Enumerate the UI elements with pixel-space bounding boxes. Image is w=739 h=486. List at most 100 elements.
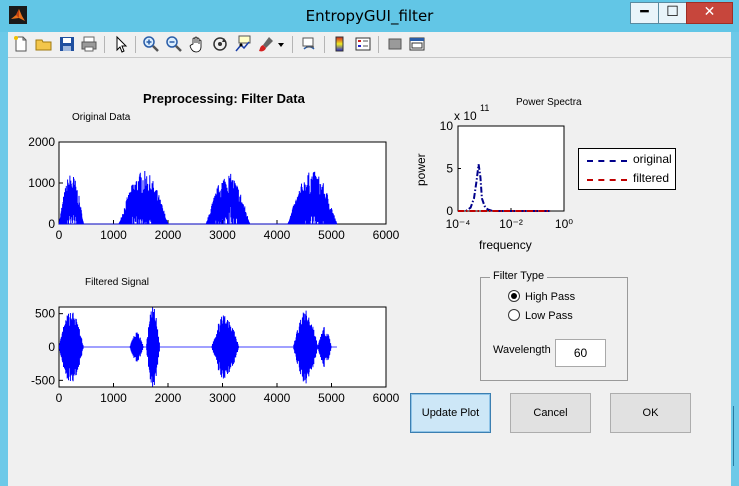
toolbar-separator (292, 36, 293, 53)
y-tick-label: 500 (35, 307, 55, 321)
x-tick-label: 10⁰ (555, 217, 573, 231)
high-pass-label[interactable]: High Pass (525, 291, 576, 303)
window-title: EntropyGUI_filter (305, 7, 434, 25)
pointer-icon[interactable] (112, 35, 130, 53)
save-icon[interactable] (58, 35, 76, 53)
window-edge-marks (733, 406, 739, 466)
y-tick-label: 0 (48, 217, 55, 231)
pan-hand-icon[interactable] (188, 35, 206, 53)
colorbar-icon[interactable] (331, 35, 349, 53)
power-ylabel: power (414, 153, 428, 186)
x-tick-label: 1000 (100, 228, 127, 242)
plot-axes-box (457, 125, 565, 212)
x-tick-label: 2000 (155, 228, 182, 242)
link-plot-icon[interactable] (300, 35, 318, 53)
maximize-button[interactable]: ☐ (658, 2, 687, 24)
x-tick-label: 6000 (373, 391, 400, 405)
x-tick-label: 3000 (209, 391, 236, 405)
y-tick-label: 0 (446, 204, 453, 218)
signal-burst (293, 310, 318, 384)
rotate-3d-icon[interactable] (211, 35, 229, 53)
signal-envelope (58, 195, 84, 225)
legend-icon[interactable] (354, 35, 372, 53)
legend-item-filtered: filtered (583, 170, 675, 188)
legend-line-filtered (587, 179, 627, 181)
matlab-logo-icon (9, 6, 27, 24)
page-title: Preprocessing: Filter Data (143, 91, 305, 106)
show-plot-tools-icon[interactable] (408, 35, 426, 53)
toolbar-separator (135, 36, 136, 53)
signal-burst (129, 332, 144, 362)
series-line-original (458, 164, 551, 212)
legend-label-original: original (633, 152, 672, 166)
x-tick-label: 1000 (100, 391, 127, 405)
x-tick-label: 4000 (264, 228, 291, 242)
open-folder-icon[interactable] (35, 35, 53, 53)
ok-button[interactable]: OK (610, 393, 691, 433)
y-tick-label: -500 (31, 373, 55, 387)
hide-plot-tools-icon[interactable] (386, 35, 404, 53)
y-tick-label: 1000 (28, 176, 55, 190)
signal-burst (287, 171, 337, 224)
wavelength-label: Wavelength (493, 344, 551, 356)
high-pass-radio[interactable] (508, 290, 520, 302)
zoom-in-icon[interactable] (142, 35, 160, 53)
legend-label-filtered: filtered (633, 171, 670, 185)
y-tick-label: 5 (446, 162, 453, 176)
brush-icon[interactable] (257, 35, 275, 53)
signal-envelope (287, 194, 338, 225)
figure-toolbar: ↘ (8, 32, 731, 82)
signal-burst (317, 327, 332, 367)
title-bar: EntropyGUI_filter ━ ☐ ✕ (0, 0, 739, 32)
toolbar-separator (378, 36, 379, 53)
x-tick-label: 6000 (373, 228, 400, 242)
x-tick-label: 10⁻⁴ (446, 217, 471, 231)
close-button[interactable]: ✕ (686, 2, 733, 24)
low-pass-label[interactable]: Low Pass (525, 310, 573, 322)
signal-envelope (118, 194, 169, 225)
plot-legend[interactable]: original filtered (578, 148, 676, 190)
filtered-plot-title: Filtered Signal (85, 277, 149, 288)
x-tick-label: 0 (56, 228, 63, 242)
x-tick-label: 4000 (264, 391, 291, 405)
power-exponent-power: 11 (480, 103, 490, 113)
signal-burst (118, 171, 168, 224)
window-right-border (731, 58, 739, 486)
new-file-icon[interactable] (12, 35, 30, 53)
signal-burst (146, 307, 160, 387)
x-tick-label: 2000 (155, 391, 182, 405)
original-plot-title: Original Data (72, 112, 131, 123)
wavelength-input[interactable]: 60 (555, 339, 606, 367)
legend-line-original (587, 160, 627, 162)
y-tick-label: 0 (48, 340, 55, 354)
filter-type-panel (480, 277, 628, 381)
power-xlabel: frequency (479, 238, 532, 252)
power-exponent-base: x 10 (454, 109, 477, 123)
signal-burst (211, 315, 239, 379)
power-plot-title: Power Spectra (516, 97, 582, 108)
y-tick-label: 2000 (28, 135, 55, 149)
toolbar-separator (104, 36, 105, 53)
zoom-out-icon[interactable] (165, 35, 183, 53)
y-tick-label: 10 (440, 119, 454, 133)
x-tick-label: 0 (56, 391, 63, 405)
legend-item-original: original (583, 151, 675, 169)
toolbar-separator (324, 36, 325, 53)
brush-dropdown-icon[interactable] (276, 35, 286, 53)
data-cursor-icon[interactable] (234, 35, 252, 53)
low-pass-radio[interactable] (508, 309, 520, 321)
update-plot-button[interactable]: Update Plot (410, 393, 491, 433)
filter-type-title: Filter Type (490, 270, 548, 282)
x-tick-label: 5000 (318, 228, 345, 242)
x-tick-label: 5000 (318, 391, 345, 405)
cancel-button[interactable]: Cancel (510, 393, 591, 433)
print-icon[interactable] (80, 35, 98, 53)
signal-burst (59, 312, 84, 382)
x-tick-label: 10⁻² (499, 217, 523, 231)
x-tick-label: 3000 (209, 228, 236, 242)
signal-envelope (205, 195, 251, 225)
